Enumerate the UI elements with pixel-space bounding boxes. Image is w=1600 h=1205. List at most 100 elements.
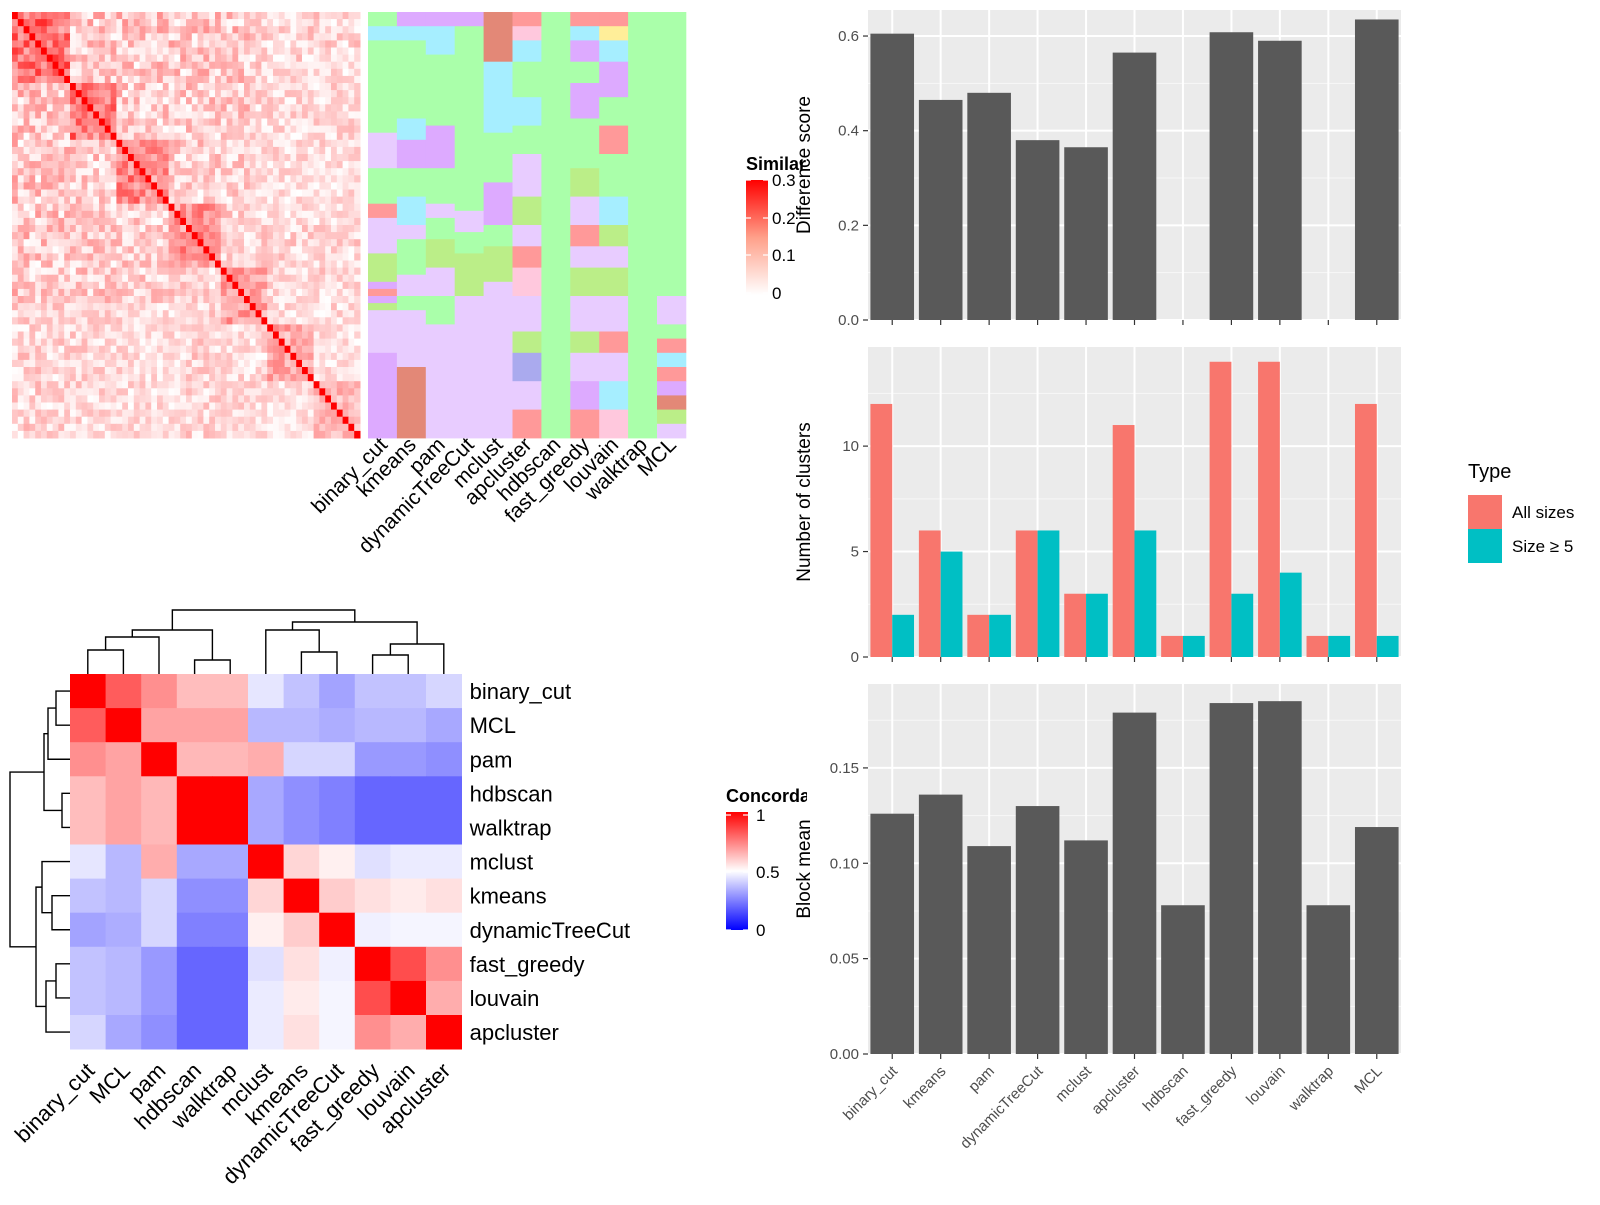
- similarity-cell: [244, 253, 251, 261]
- similarity-cell: [342, 90, 349, 98]
- similarity-cell: [238, 267, 245, 276]
- similarity-cell: [261, 402, 268, 411]
- similarity-cell: [157, 310, 164, 318]
- similarity-cell: [139, 90, 146, 98]
- similarity-cell: [302, 132, 309, 141]
- similarity-cell: [133, 274, 141, 283]
- similarity-cell: [290, 409, 297, 418]
- similarity-cell: [244, 331, 251, 340]
- similarity-cell: [319, 132, 326, 141]
- similarity-cell: [244, 288, 251, 297]
- similarity-cell: [139, 217, 146, 226]
- similarity-cell: [319, 423, 326, 432]
- cluster-block: [396, 118, 427, 141]
- dendrogram-branch: [371, 654, 409, 674]
- similarity-cell: [99, 146, 106, 155]
- similarity-cell: [319, 196, 326, 205]
- similarity-cell: [215, 104, 222, 112]
- similarity-cell: [168, 33, 175, 41]
- similarity-cell: [278, 374, 286, 382]
- concordance-cell: [141, 844, 178, 879]
- similarity-cell: [75, 33, 83, 41]
- similarity-cell: [197, 331, 204, 340]
- similarity-cell: [139, 68, 146, 77]
- similarity-cell: [238, 395, 245, 403]
- similarity-cell: [319, 402, 326, 411]
- similarity-cell: [46, 33, 54, 41]
- similarity-cell: [128, 97, 135, 105]
- similarity-cell: [267, 338, 274, 347]
- similarity-cell: [99, 352, 106, 361]
- cluster-block: [425, 239, 456, 268]
- similarity-cell: [336, 253, 344, 261]
- similarity-cell: [75, 225, 83, 233]
- similarity-cell: [110, 274, 117, 283]
- similarity-cell: [203, 90, 210, 98]
- similarity-cell: [46, 203, 54, 212]
- concordance-cell: [319, 810, 356, 845]
- similarity-cell: [284, 68, 291, 77]
- similarity-cell: [278, 338, 286, 347]
- similarity-cell: [238, 331, 245, 340]
- similarity-cell: [284, 139, 291, 148]
- similarity-cell: [17, 168, 25, 176]
- similarity-cell: [290, 189, 297, 198]
- similarity-cell: [336, 118, 344, 127]
- similarity-cell: [203, 139, 210, 148]
- similarity-cell: [249, 132, 257, 141]
- similarity-cell: [116, 139, 123, 148]
- similarity-cell: [284, 154, 291, 162]
- similarity-cell: [319, 381, 326, 389]
- similarity-cell: [296, 146, 303, 155]
- x-tick-label: pam: [965, 1063, 998, 1096]
- similarity-cell: [325, 416, 332, 425]
- similarity-cell: [209, 97, 216, 105]
- similarity-cell: [104, 175, 112, 183]
- similarity-cell: [209, 26, 216, 34]
- similarity-cell: [75, 111, 83, 119]
- cluster-block: [512, 296, 542, 332]
- similarity-cell: [354, 217, 361, 226]
- similarity-cell: [331, 146, 338, 155]
- similarity-cell: [325, 296, 332, 304]
- similarity-cell: [232, 260, 239, 269]
- similarity-cell: [302, 388, 309, 396]
- similarity-cell: [354, 239, 361, 247]
- cluster-block: [599, 26, 629, 41]
- similarity-cell: [133, 253, 141, 261]
- similarity-cell: [255, 175, 262, 183]
- similarity-cell: [354, 139, 361, 148]
- similarity-cell: [249, 161, 257, 169]
- similarity-cell: [267, 423, 274, 432]
- similarity-cell: [133, 225, 141, 233]
- similarity-cell: [342, 324, 349, 332]
- concordance-cell: [212, 810, 249, 845]
- concordance-cell: [248, 1015, 284, 1050]
- similarity-cell: [87, 19, 94, 27]
- similarity-cell: [273, 154, 280, 162]
- similarity-cell: [87, 203, 94, 212]
- similarity-cell: [122, 12, 129, 20]
- similarity-cell: [354, 196, 361, 205]
- similarity-cell: [17, 68, 25, 77]
- similarity-cell: [197, 288, 204, 297]
- similarity-cell: [232, 338, 239, 347]
- similarity-cell: [319, 68, 326, 77]
- cluster-block: [512, 26, 542, 41]
- similarity-cell: [186, 317, 193, 325]
- similarity-cell: [17, 154, 25, 162]
- similarity-cell: [168, 90, 175, 98]
- similarity-cell: [191, 331, 199, 340]
- similarity-cell: [145, 182, 152, 190]
- similarity-cell: [249, 168, 257, 176]
- concordance-cell: [141, 742, 178, 777]
- similarity-cell: [17, 217, 25, 226]
- similarity-cell: [336, 381, 344, 389]
- similarity-cell: [174, 374, 181, 382]
- cluster-block: [570, 139, 600, 169]
- similarity-cell: [122, 61, 129, 70]
- similarity-cell: [81, 317, 88, 325]
- similarity-cell: [157, 338, 164, 347]
- similarity-cell: [313, 402, 320, 411]
- similarity-cell: [354, 146, 361, 155]
